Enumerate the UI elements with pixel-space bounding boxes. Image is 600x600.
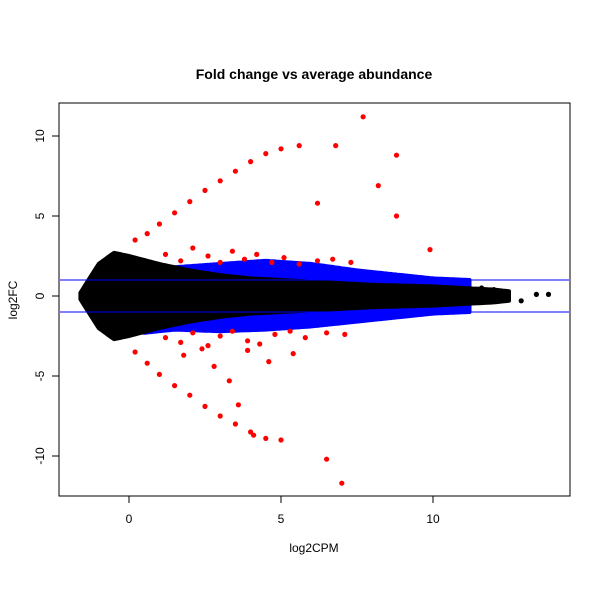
data-point bbox=[156, 371, 162, 377]
data-point bbox=[263, 435, 269, 441]
reference-lines bbox=[60, 279, 569, 313]
data-point bbox=[245, 347, 251, 353]
data-point bbox=[269, 259, 275, 265]
data-point bbox=[339, 480, 345, 486]
data-point bbox=[235, 402, 241, 408]
data-point bbox=[229, 328, 235, 334]
y-axis: -10 -5 0 5 10 bbox=[33, 129, 59, 465]
data-point bbox=[375, 183, 381, 189]
data-point bbox=[427, 247, 433, 253]
data-point bbox=[205, 253, 211, 259]
data-point bbox=[479, 285, 485, 291]
data-point bbox=[257, 341, 263, 347]
data-point bbox=[251, 432, 257, 438]
data-point bbox=[324, 456, 330, 462]
data-point bbox=[178, 339, 184, 345]
data-point bbox=[296, 143, 302, 149]
data-point bbox=[348, 259, 354, 265]
data-point bbox=[491, 287, 497, 293]
plot-frame bbox=[58, 102, 571, 497]
data-point bbox=[296, 261, 302, 267]
data-point bbox=[232, 421, 238, 427]
data-point bbox=[162, 251, 169, 257]
data-point bbox=[229, 248, 235, 254]
data-point bbox=[330, 256, 336, 262]
data-point bbox=[144, 360, 150, 366]
data-point bbox=[281, 255, 287, 261]
data-point bbox=[132, 237, 138, 243]
data-point bbox=[202, 403, 208, 409]
data-point bbox=[302, 335, 308, 341]
data-point bbox=[217, 413, 223, 419]
y-tick-label: -5 bbox=[33, 370, 47, 381]
y-tick-label: 10 bbox=[33, 129, 47, 143]
data-point bbox=[278, 146, 284, 152]
data-point bbox=[533, 291, 540, 297]
data-point bbox=[156, 221, 162, 227]
data-point bbox=[187, 199, 193, 205]
data-point bbox=[162, 335, 169, 341]
data-point bbox=[360, 114, 366, 120]
data-point bbox=[190, 245, 196, 251]
data-point bbox=[217, 333, 223, 339]
x-tick-label: 5 bbox=[278, 512, 285, 526]
point-cloud-band bbox=[78, 250, 511, 342]
y-tick-label: -10 bbox=[33, 447, 47, 465]
data-point bbox=[266, 359, 272, 365]
data-point bbox=[290, 351, 296, 357]
y-tick-label: 0 bbox=[33, 292, 47, 299]
data-point bbox=[263, 151, 269, 157]
chart-title: Fold change vs average abundance bbox=[196, 66, 433, 82]
data-point bbox=[181, 352, 187, 358]
data-point bbox=[226, 378, 232, 384]
data-point bbox=[333, 143, 339, 149]
data-point bbox=[278, 437, 284, 443]
data-point bbox=[488, 298, 494, 304]
data-point bbox=[324, 330, 330, 336]
data-point bbox=[314, 258, 321, 264]
data-point bbox=[393, 152, 400, 158]
data-point bbox=[254, 251, 260, 257]
data-point bbox=[287, 328, 293, 334]
data-point bbox=[272, 331, 278, 337]
data-point bbox=[232, 168, 238, 174]
data-point bbox=[199, 346, 205, 352]
data-point bbox=[245, 338, 251, 344]
data-point bbox=[248, 159, 254, 165]
data-point bbox=[217, 259, 223, 265]
data-point bbox=[217, 178, 223, 184]
data-point bbox=[241, 256, 248, 262]
y-tick-label: 5 bbox=[33, 212, 47, 219]
data-point bbox=[172, 383, 178, 389]
data-point bbox=[190, 330, 196, 336]
data-point bbox=[211, 363, 217, 369]
data-point bbox=[545, 291, 552, 297]
x-axis: 0 5 10 bbox=[126, 496, 440, 526]
data-point bbox=[342, 331, 348, 337]
x-axis-label: log2CPM bbox=[289, 541, 338, 555]
data-point bbox=[314, 200, 321, 206]
data-point bbox=[178, 258, 184, 264]
data-point bbox=[205, 343, 211, 349]
data-point bbox=[518, 298, 524, 304]
x-tick-label: 0 bbox=[126, 512, 133, 526]
data-point bbox=[132, 349, 138, 355]
data-point bbox=[202, 187, 208, 193]
data-point bbox=[187, 392, 193, 398]
y-axis-label: log2FC bbox=[6, 280, 20, 319]
data-point bbox=[144, 231, 150, 237]
x-tick-label: 10 bbox=[426, 512, 440, 526]
data-point bbox=[393, 213, 400, 219]
plot-area bbox=[78, 114, 552, 486]
data-point bbox=[172, 210, 178, 216]
